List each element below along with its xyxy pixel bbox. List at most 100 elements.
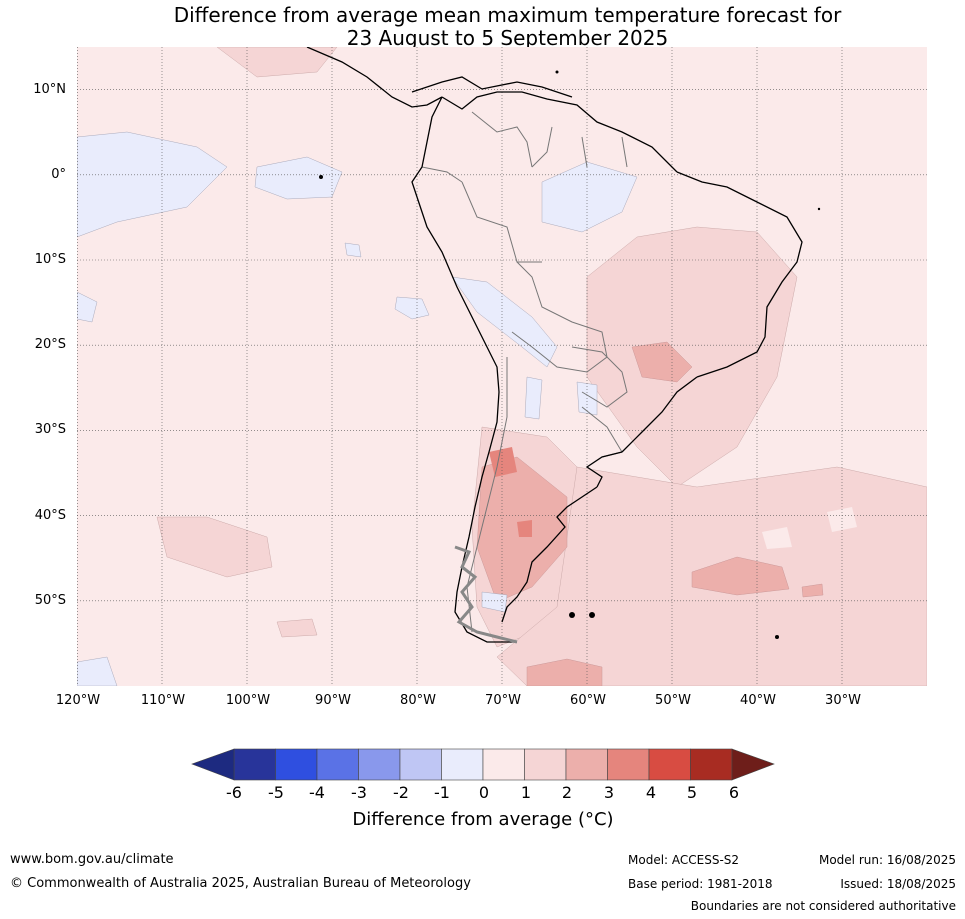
- colorbar-segments: [233, 748, 733, 781]
- colorbar-segment: [233, 748, 276, 781]
- lat-label-40s: 40°S: [34, 508, 66, 523]
- islands: [319, 70, 821, 639]
- colorbar-label: Difference from average (°C): [352, 809, 614, 830]
- far-west-cool-region: [77, 291, 98, 323]
- map-panel: [77, 47, 927, 686]
- central-america-coast: [306, 47, 443, 108]
- colorbar-segment: [607, 748, 650, 781]
- southern-ocean-2-3-region: [526, 658, 603, 686]
- title-line-1: Difference from average mean maximum tem…: [173, 3, 842, 27]
- brazil-east-coast: [676, 171, 803, 378]
- map-canvas: [77, 47, 927, 686]
- colorbar-tick-minus5: -5: [268, 783, 284, 802]
- fernando-de-noronha: [817, 207, 821, 211]
- south-america-north-coast: [441, 91, 678, 173]
- lon-label-70w: 70°W: [485, 693, 521, 708]
- colorbar-tick-2: 2: [561, 783, 573, 802]
- colorbar-segment: [275, 748, 318, 781]
- colorbar-tick-minus6: -6: [226, 783, 242, 802]
- atlantic-neutral-2: [827, 507, 857, 532]
- colorbar-segment: [565, 748, 608, 781]
- argentina-east-coast: [501, 486, 598, 623]
- caribbean-island: [555, 70, 559, 74]
- border-bolivia: [511, 261, 608, 373]
- border-paraguay: [571, 346, 628, 408]
- colorbar-tick-1: 1: [520, 783, 532, 802]
- lat-label-20s: 20°S: [34, 337, 66, 352]
- colorbar-tick-5: 5: [686, 783, 698, 802]
- galapagos-island: [319, 175, 323, 179]
- colorbar-tick-minus4: -4: [309, 783, 325, 802]
- brazil-south-coast: [621, 376, 698, 453]
- peru-coast-cool-region: [394, 296, 430, 320]
- lat-label-10s: 10°S: [34, 252, 66, 267]
- falklands-island-west: [569, 612, 575, 618]
- border-peru-brazil: [461, 181, 542, 263]
- peru-bolivia-cool-region: [451, 276, 558, 368]
- south-atlantic-small-2-3-region: [801, 583, 824, 598]
- patagonian-fjords: [454, 545, 518, 644]
- lon-label-80w: 80°W: [400, 693, 436, 708]
- neutral-atlantic-patch: [762, 507, 857, 549]
- lat-label-10n: 10°N: [33, 82, 66, 97]
- colorbar-segment: [441, 748, 484, 781]
- lon-label-40w: 40°W: [740, 693, 776, 708]
- colorbar-segment: [399, 748, 442, 781]
- grid-lines: [77, 47, 927, 686]
- lat-label-0: 0°: [51, 167, 66, 182]
- lon-label-100w: 100°W: [225, 693, 271, 708]
- model-name: Model: ACCESS-S2: [628, 853, 740, 867]
- colorbar-tick-3: 3: [603, 783, 615, 802]
- pacific-small-1-2-region: [276, 618, 318, 638]
- lat-label-30s: 30°S: [34, 422, 66, 437]
- pacific-1-2-region: [156, 516, 273, 578]
- colorbar-segment: [690, 748, 733, 781]
- colorbar-tick-minus3: -3: [351, 783, 367, 802]
- colorbar-segment: [358, 748, 401, 781]
- colorbar-tick-4: 4: [645, 783, 657, 802]
- colorbar-segment: [482, 748, 525, 781]
- border-colombia-venezuela: [471, 111, 533, 168]
- patagonia-south-3-4-region: [517, 520, 532, 537]
- caribbean-north-coast: [411, 76, 573, 98]
- border-guianas: [581, 136, 628, 168]
- model-run-date: Model run: 16/08/2025: [818, 853, 956, 867]
- issued-date: Issued: 18/08/2025: [840, 877, 956, 891]
- map-title: Difference from average mean maximum tem…: [0, 4, 965, 50]
- south-georgia-island: [775, 635, 779, 639]
- atlantic-neutral-1: [762, 527, 792, 549]
- colorbar-tick-minus1: -1: [434, 783, 450, 802]
- colorbar: [191, 748, 775, 781]
- colorbar-segment: [648, 748, 691, 781]
- south-atlantic-2-3-region: [691, 556, 790, 596]
- rio-de-la-plata: [585, 451, 623, 488]
- falklands-island-east: [589, 612, 595, 618]
- cool-anomaly--1-0: [77, 131, 638, 686]
- coastlines: [306, 47, 803, 643]
- lon-label-90w: 90°W: [315, 693, 351, 708]
- se-brazil-2-3-region: [631, 341, 693, 383]
- border-argentina-chile: [466, 357, 508, 633]
- lon-label-50w: 50°W: [655, 693, 691, 708]
- copyright-text: © Commonwealth of Australia 2025, Austra…: [10, 876, 471, 891]
- colorbar-tick-minus2: -2: [393, 783, 409, 802]
- boundaries-disclaimer: Boundaries are not considered authoritat…: [690, 899, 956, 913]
- eastern-pacific-cool-region: [77, 131, 228, 238]
- colorbar-tick-0: 0: [478, 783, 490, 802]
- lon-label-60w: 60°W: [570, 693, 606, 708]
- border-venezuela-guyana: [531, 126, 553, 168]
- lon-label-120w: 120°W: [55, 693, 101, 708]
- brazil-interior-1-2-region: [586, 226, 798, 488]
- website-link[interactable]: www.bom.gov.au/climate: [10, 852, 174, 867]
- colorbar-below-extension: [191, 748, 235, 781]
- base-period: Base period: 1981-2018: [628, 877, 773, 891]
- colorbar-segment: [524, 748, 567, 781]
- colorbar-segment: [316, 748, 359, 781]
- sw-pacific-cool-region: [77, 656, 118, 686]
- colorbar-tick-6: 6: [728, 783, 740, 802]
- title-line-2: 23 August to 5 September 2025: [346, 26, 669, 50]
- lat-label-50s: 50°S: [34, 593, 66, 608]
- border-colombia-ecuador: [421, 166, 463, 183]
- colorbar-above-extension: [731, 748, 775, 781]
- lon-label-110w: 110°W: [140, 693, 186, 708]
